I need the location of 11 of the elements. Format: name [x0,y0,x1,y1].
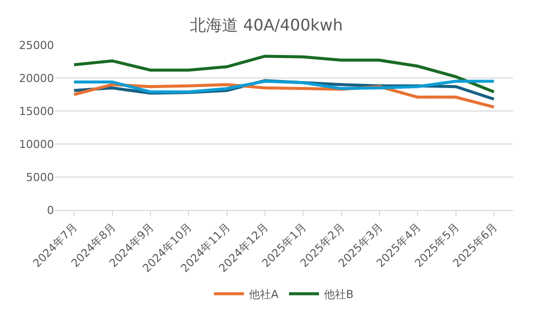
y-tick-label: 25000 [19,38,54,52]
chart-title: 北海道 40A/400kwh [190,15,343,34]
legend-label: 他社B [324,288,354,302]
line-series [72,54,496,94]
legend-label: 他社A [249,288,279,302]
y-tick-label: 15000 [19,104,54,118]
y-tick-label: 5000 [26,170,54,184]
y-tick-label: 10000 [19,138,54,151]
y-tick-label: 0 [47,204,54,217]
line-series [72,80,496,94]
y-tick-label: 20000 [19,72,54,85]
